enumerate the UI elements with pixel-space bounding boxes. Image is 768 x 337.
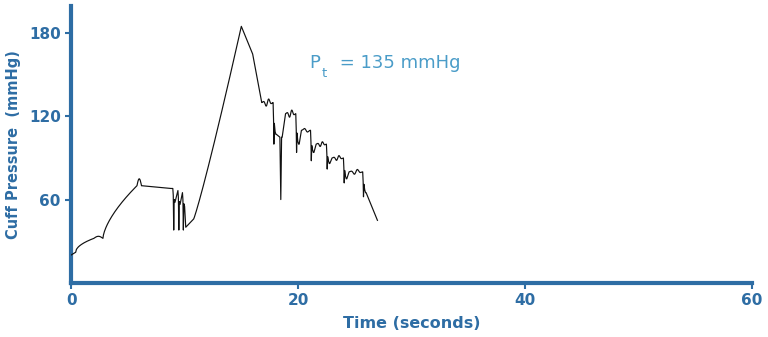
Text: t: t xyxy=(322,67,327,81)
X-axis label: Time (seconds): Time (seconds) xyxy=(343,316,480,332)
Text: P: P xyxy=(310,54,320,72)
Y-axis label: Cuff Pressure  (mmHg): Cuff Pressure (mmHg) xyxy=(5,50,21,239)
Text: = 135 mmHg: = 135 mmHg xyxy=(334,54,461,72)
